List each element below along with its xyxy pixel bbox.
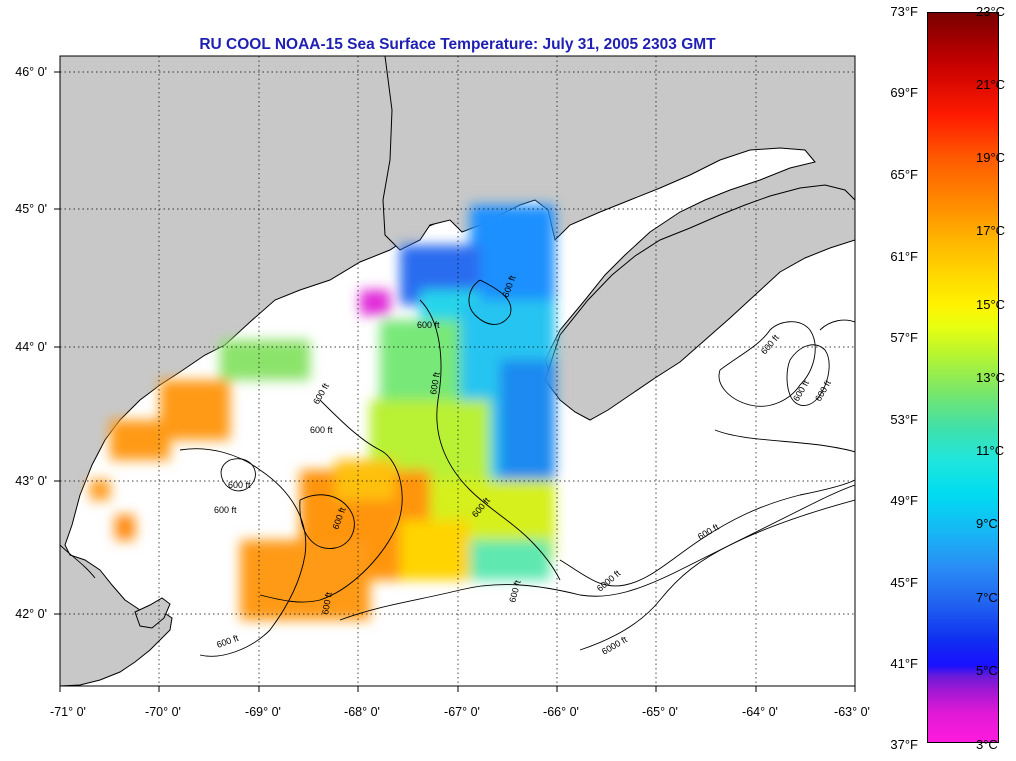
colorbar-f-label: 69°F [890, 85, 918, 100]
colorbar-f-label: 45°F [890, 575, 918, 590]
colorbar-c-label: 15°C [976, 297, 1006, 312]
x-tick-label: -65° 0' [642, 705, 678, 719]
x-tick-label: -67° 0' [444, 705, 480, 719]
colorbar-f-label: 49°F [890, 493, 918, 508]
colorbar-c-label: 9°C [976, 516, 998, 531]
x-tick-label: -69° 0' [245, 705, 281, 719]
colorbar-f-label: 61°F [890, 249, 918, 264]
y-axis-labels: 46° 0' 45° 0' 44° 0' 43° 0' 42° 0' [15, 65, 47, 621]
contour-label: 600 ft [428, 371, 442, 395]
colorbar-f-label: 57°F [890, 330, 918, 345]
y-tick-label: 44° 0' [15, 340, 47, 354]
x-tick-label: -63° 0' [834, 705, 870, 719]
contour-label: 600 ft [214, 505, 237, 515]
y-tick-label: 42° 0' [15, 607, 47, 621]
colorbar-c-label: 19°C [976, 150, 1006, 165]
x-tick-label: -66° 0' [543, 705, 579, 719]
colorbar-c-label: 13°C [976, 370, 1006, 385]
colorbar-c-label: 21°C [976, 77, 1006, 92]
colorbar-c-label: 3°C [976, 737, 998, 752]
nova-scotia-landmass [544, 184, 855, 421]
contour-label: 600 ft [310, 425, 333, 435]
sst-data-overlay [90, 205, 555, 620]
colorbar-c-label: 23°C [976, 4, 1006, 19]
contour-label: 600 ft [228, 480, 251, 490]
x-tick-label: -68° 0' [344, 705, 380, 719]
contour-label: 600 ft [417, 320, 440, 330]
x-tick-label: -70° 0' [145, 705, 181, 719]
bathymetry-contours [60, 279, 855, 657]
colorbar-c-label: 17°C [976, 223, 1006, 238]
graticule [60, 56, 855, 686]
colorbar-c-label: 5°C [976, 663, 998, 678]
y-tick-label: 45° 0' [15, 202, 47, 216]
tick-marks [54, 71, 856, 692]
colorbar-f-label: 65°F [890, 167, 918, 182]
y-tick-label: 46° 0' [15, 65, 47, 79]
x-tick-label: -64° 0' [742, 705, 778, 719]
contour-label: 600 ft [320, 591, 334, 615]
colorbar-c-label: 7°C [976, 590, 998, 605]
colorbar-f-label: 53°F [890, 412, 918, 427]
x-axis-labels: -71° 0' -70° 0' -69° 0' -68° 0' -67° 0' … [50, 705, 870, 719]
temperature-colorbar [927, 12, 999, 743]
colorbar-f-label: 41°F [890, 656, 918, 671]
x-tick-label: -71° 0' [50, 705, 86, 719]
colorbar-c-label: 11°C [976, 443, 1005, 458]
colorbar-f-label: 37°F [890, 737, 918, 752]
map-title: RU COOL NOAA-15 Sea Surface Temperature:… [199, 36, 716, 53]
y-tick-label: 43° 0' [15, 474, 47, 488]
cape-cod [134, 597, 171, 629]
colorbar-f-label: 73°F [890, 4, 918, 19]
